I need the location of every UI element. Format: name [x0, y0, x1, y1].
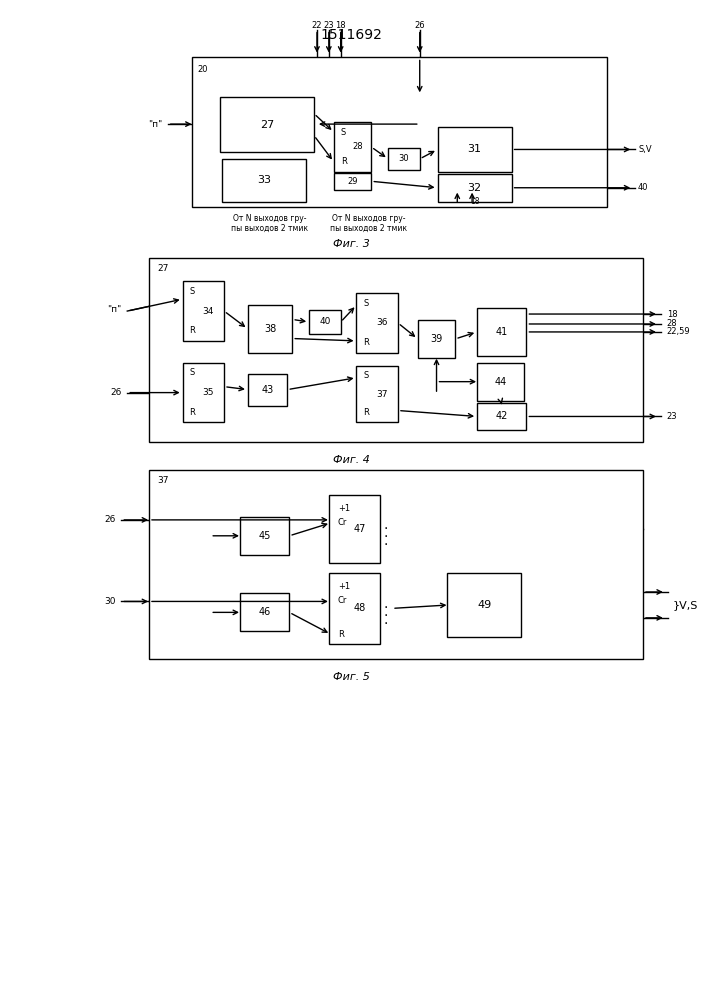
- Bar: [222, 159, 306, 202]
- Text: 40: 40: [319, 317, 331, 326]
- Bar: [309, 310, 341, 334]
- Text: От N выходов гру-: От N выходов гру-: [332, 214, 405, 223]
- Bar: [248, 374, 287, 406]
- Text: 36: 36: [376, 318, 388, 327]
- Text: 45: 45: [259, 531, 271, 541]
- Text: 31: 31: [467, 144, 481, 154]
- Text: .: .: [384, 605, 388, 619]
- Text: R: R: [189, 408, 195, 417]
- Text: 42: 42: [496, 411, 508, 421]
- Bar: [418, 320, 455, 358]
- Text: 26: 26: [104, 515, 115, 524]
- Text: +1: +1: [338, 582, 350, 591]
- Text: 35: 35: [202, 388, 214, 397]
- Text: 47: 47: [354, 524, 366, 534]
- Text: 30: 30: [399, 154, 409, 163]
- Bar: [334, 122, 371, 172]
- Text: S: S: [189, 287, 194, 296]
- Text: 18: 18: [667, 310, 677, 319]
- Text: 20: 20: [197, 65, 208, 74]
- Text: 38: 38: [264, 324, 276, 334]
- Text: Фиг. 5: Фиг. 5: [333, 672, 370, 682]
- Text: 26: 26: [110, 388, 122, 397]
- Text: 37: 37: [376, 390, 388, 399]
- Text: 28: 28: [352, 142, 363, 151]
- Text: 43: 43: [262, 385, 274, 395]
- Text: 23: 23: [667, 412, 677, 421]
- Text: .: .: [384, 526, 388, 540]
- Text: .: .: [384, 597, 388, 611]
- Text: 27: 27: [157, 264, 168, 273]
- Text: 41: 41: [496, 327, 508, 337]
- Text: пы выходов 2 тмик: пы выходов 2 тмик: [231, 224, 308, 233]
- Text: 46: 46: [259, 607, 271, 617]
- Text: 37: 37: [157, 476, 168, 485]
- Bar: [477, 403, 527, 430]
- Text: R: R: [363, 408, 369, 417]
- Text: }V,S: }V,S: [672, 600, 698, 610]
- Text: 48: 48: [354, 603, 366, 613]
- Text: Cr: Cr: [338, 596, 347, 605]
- Text: .: .: [384, 613, 388, 627]
- Text: 23: 23: [324, 21, 334, 30]
- Text: R: R: [363, 338, 369, 347]
- Text: Фиг. 3: Фиг. 3: [333, 239, 370, 249]
- Text: 28: 28: [667, 319, 677, 328]
- Text: 18: 18: [470, 197, 479, 206]
- Bar: [356, 293, 398, 353]
- Text: 34: 34: [203, 307, 214, 316]
- Bar: [329, 495, 380, 563]
- Bar: [438, 127, 512, 172]
- Text: Cr: Cr: [338, 518, 347, 527]
- Text: 30: 30: [104, 597, 115, 606]
- Bar: [149, 470, 643, 659]
- Bar: [448, 573, 522, 637]
- Text: 49: 49: [477, 600, 491, 610]
- Bar: [356, 366, 398, 422]
- Text: 22: 22: [312, 21, 322, 30]
- Bar: [248, 305, 292, 353]
- Text: 39: 39: [431, 334, 443, 344]
- Text: 27: 27: [260, 120, 274, 130]
- Text: 44: 44: [495, 377, 507, 387]
- Bar: [477, 308, 527, 356]
- Text: 32: 32: [467, 183, 481, 193]
- Text: 40: 40: [638, 183, 648, 192]
- Bar: [477, 363, 525, 401]
- Text: R: R: [341, 157, 346, 166]
- Text: R: R: [189, 326, 195, 335]
- Bar: [240, 593, 289, 631]
- Bar: [388, 148, 420, 170]
- Text: "п": "п": [107, 305, 122, 314]
- Text: 18: 18: [335, 21, 346, 30]
- Text: S: S: [363, 299, 368, 308]
- Text: +1: +1: [338, 504, 350, 513]
- Bar: [438, 174, 512, 202]
- Text: 33: 33: [257, 175, 271, 185]
- Text: R: R: [338, 630, 344, 639]
- Text: 29: 29: [347, 177, 358, 186]
- Bar: [240, 517, 289, 555]
- Bar: [182, 281, 224, 341]
- Text: 26: 26: [414, 21, 425, 30]
- Text: Фиг. 4: Фиг. 4: [333, 455, 370, 465]
- Text: "п": "п": [148, 120, 163, 129]
- Text: пы выходов 2 тмик: пы выходов 2 тмик: [329, 224, 407, 233]
- Bar: [192, 57, 607, 207]
- Bar: [220, 97, 314, 152]
- Text: S,V: S,V: [638, 145, 652, 154]
- Text: S: S: [341, 128, 346, 137]
- Text: 1511692: 1511692: [320, 28, 382, 42]
- Text: .: .: [384, 518, 388, 532]
- Bar: [149, 258, 643, 442]
- Text: .: .: [384, 534, 388, 548]
- Text: 22,59: 22,59: [667, 327, 690, 336]
- Text: S: S: [189, 368, 194, 377]
- Bar: [334, 173, 371, 190]
- Bar: [329, 573, 380, 644]
- Text: От N выходов гру-: От N выходов гру-: [233, 214, 306, 223]
- Text: S: S: [363, 371, 368, 380]
- Bar: [182, 363, 224, 422]
